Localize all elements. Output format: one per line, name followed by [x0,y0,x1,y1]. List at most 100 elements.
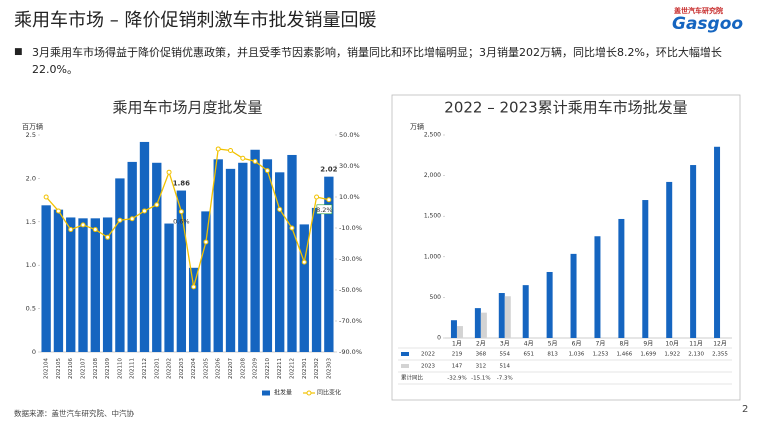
bar [139,141,150,352]
y-tick-label: 1.0 [26,261,36,269]
line-marker [240,155,246,161]
y-tick-label: 0 [32,348,36,356]
line-marker [68,227,74,233]
x-tick-label: 202108 [93,358,99,379]
x-tick-label: 7月 [596,341,606,348]
bar [41,205,51,352]
line-marker [191,284,197,290]
panel-border [391,94,741,401]
x-tick-label: 202107 [81,358,87,379]
y-tick-label: 2,500 [424,132,441,139]
bar [90,218,100,352]
x-tick-label: 202205 [203,358,209,379]
bar [546,271,553,338]
table-cell: 219 [452,352,463,358]
table-cell: 1,922 [664,352,680,358]
bar [127,161,137,352]
line-marker [43,194,49,200]
line-value-label: 8.2% [316,206,333,214]
bar [690,165,697,338]
bar [504,296,511,338]
bar [201,211,211,352]
line-marker [55,208,61,214]
bar-value-label: 1.86 [173,180,190,188]
x-tick-label: 202111 [130,358,136,379]
y2-tick-label: 30.0% [339,162,360,170]
table-cell: 1,036 [569,352,585,358]
slide-title: 乘用车市场 – 降价促销刺激车市批发销量回暖 [14,10,377,31]
line-marker [289,225,295,231]
x-tick-label: 11月 [689,341,703,348]
bar [78,218,88,352]
x-tick-label: 10月 [665,341,679,348]
line-marker [105,234,111,240]
line-marker [117,217,123,223]
x-tick-label: 202212 [289,358,295,379]
legend-swatch [306,390,312,396]
x-tick-label: 202208 [240,358,246,379]
bar [225,168,236,352]
x-tick-label: 202110 [117,358,123,379]
bar [450,320,457,338]
y2-tick-label: -90.0% [339,348,362,356]
table-cell: 2,355 [712,352,728,358]
bar [275,172,285,352]
bar [714,146,721,338]
legend-label: 批发量 [274,389,292,397]
y-tick-label: 1,500 [424,213,441,220]
bar [498,293,505,338]
x-tick-label: 202210 [265,358,271,379]
bullet-mark: ■ [14,47,23,57]
bar [618,218,625,338]
x-tick-label: 2月 [476,341,486,348]
line-marker [326,197,332,203]
x-tick-label: 202302 [314,358,320,379]
bullet-text: 3月乘用车市场得益于降价促销优惠政策，并且受季节因素影响，销量同比和环比增幅明显… [32,46,722,76]
x-tick-label: 9月 [643,341,653,348]
legend-label: 2022 [421,352,435,358]
y-tick-label: 0 [437,335,441,342]
bar [250,149,260,352]
y-tick-label: 2,000 [424,172,441,179]
bar [666,181,673,338]
x-tick-label: 202109 [105,358,111,379]
page-number: 2 [742,404,749,415]
bar [188,267,199,352]
y2-tick-label: -30.0% [339,255,362,263]
y-axis-unit: 万辆 [410,122,424,131]
y2-tick-label: 10.0% [339,193,360,201]
table-cell: 1,699 [640,352,656,358]
x-tick-label: 202204 [191,358,197,379]
bar [456,326,463,338]
y-tick-label: 1.5 [26,218,36,226]
x-tick-label: 12月 [713,341,727,348]
x-tick-label: 202106 [68,358,74,379]
logo: Gasgoo [672,14,744,34]
chart-title: 乘用车市场月度批发量 [112,99,262,117]
y-tick-label: 2.5 [26,131,36,139]
x-tick-label: 202203 [179,358,185,379]
table-cell: 514 [500,364,511,370]
legend-label: 同比变化 [317,389,341,397]
x-tick-label: 202206 [216,358,222,379]
bar [262,159,273,352]
bar [480,312,487,338]
table-cell: -7.3% [497,376,513,382]
bar [115,178,125,352]
x-tick-label: 202209 [253,358,259,379]
table-cell: 651 [523,352,534,358]
table-cell: 312 [476,364,487,370]
bar [152,162,162,352]
x-tick-label: 1月 [452,341,462,348]
legend-swatch [262,390,270,396]
x-tick-label: 3月 [500,341,510,348]
table-cell: 554 [500,352,511,358]
x-tick-label: 202105 [56,358,62,379]
x-tick-label: 202202 [167,358,173,379]
line-marker [264,168,270,174]
x-tick-label: 202303 [326,358,332,379]
x-tick-label: 6月 [572,341,582,348]
x-tick-label: 8月 [619,341,629,348]
bar [287,154,297,352]
